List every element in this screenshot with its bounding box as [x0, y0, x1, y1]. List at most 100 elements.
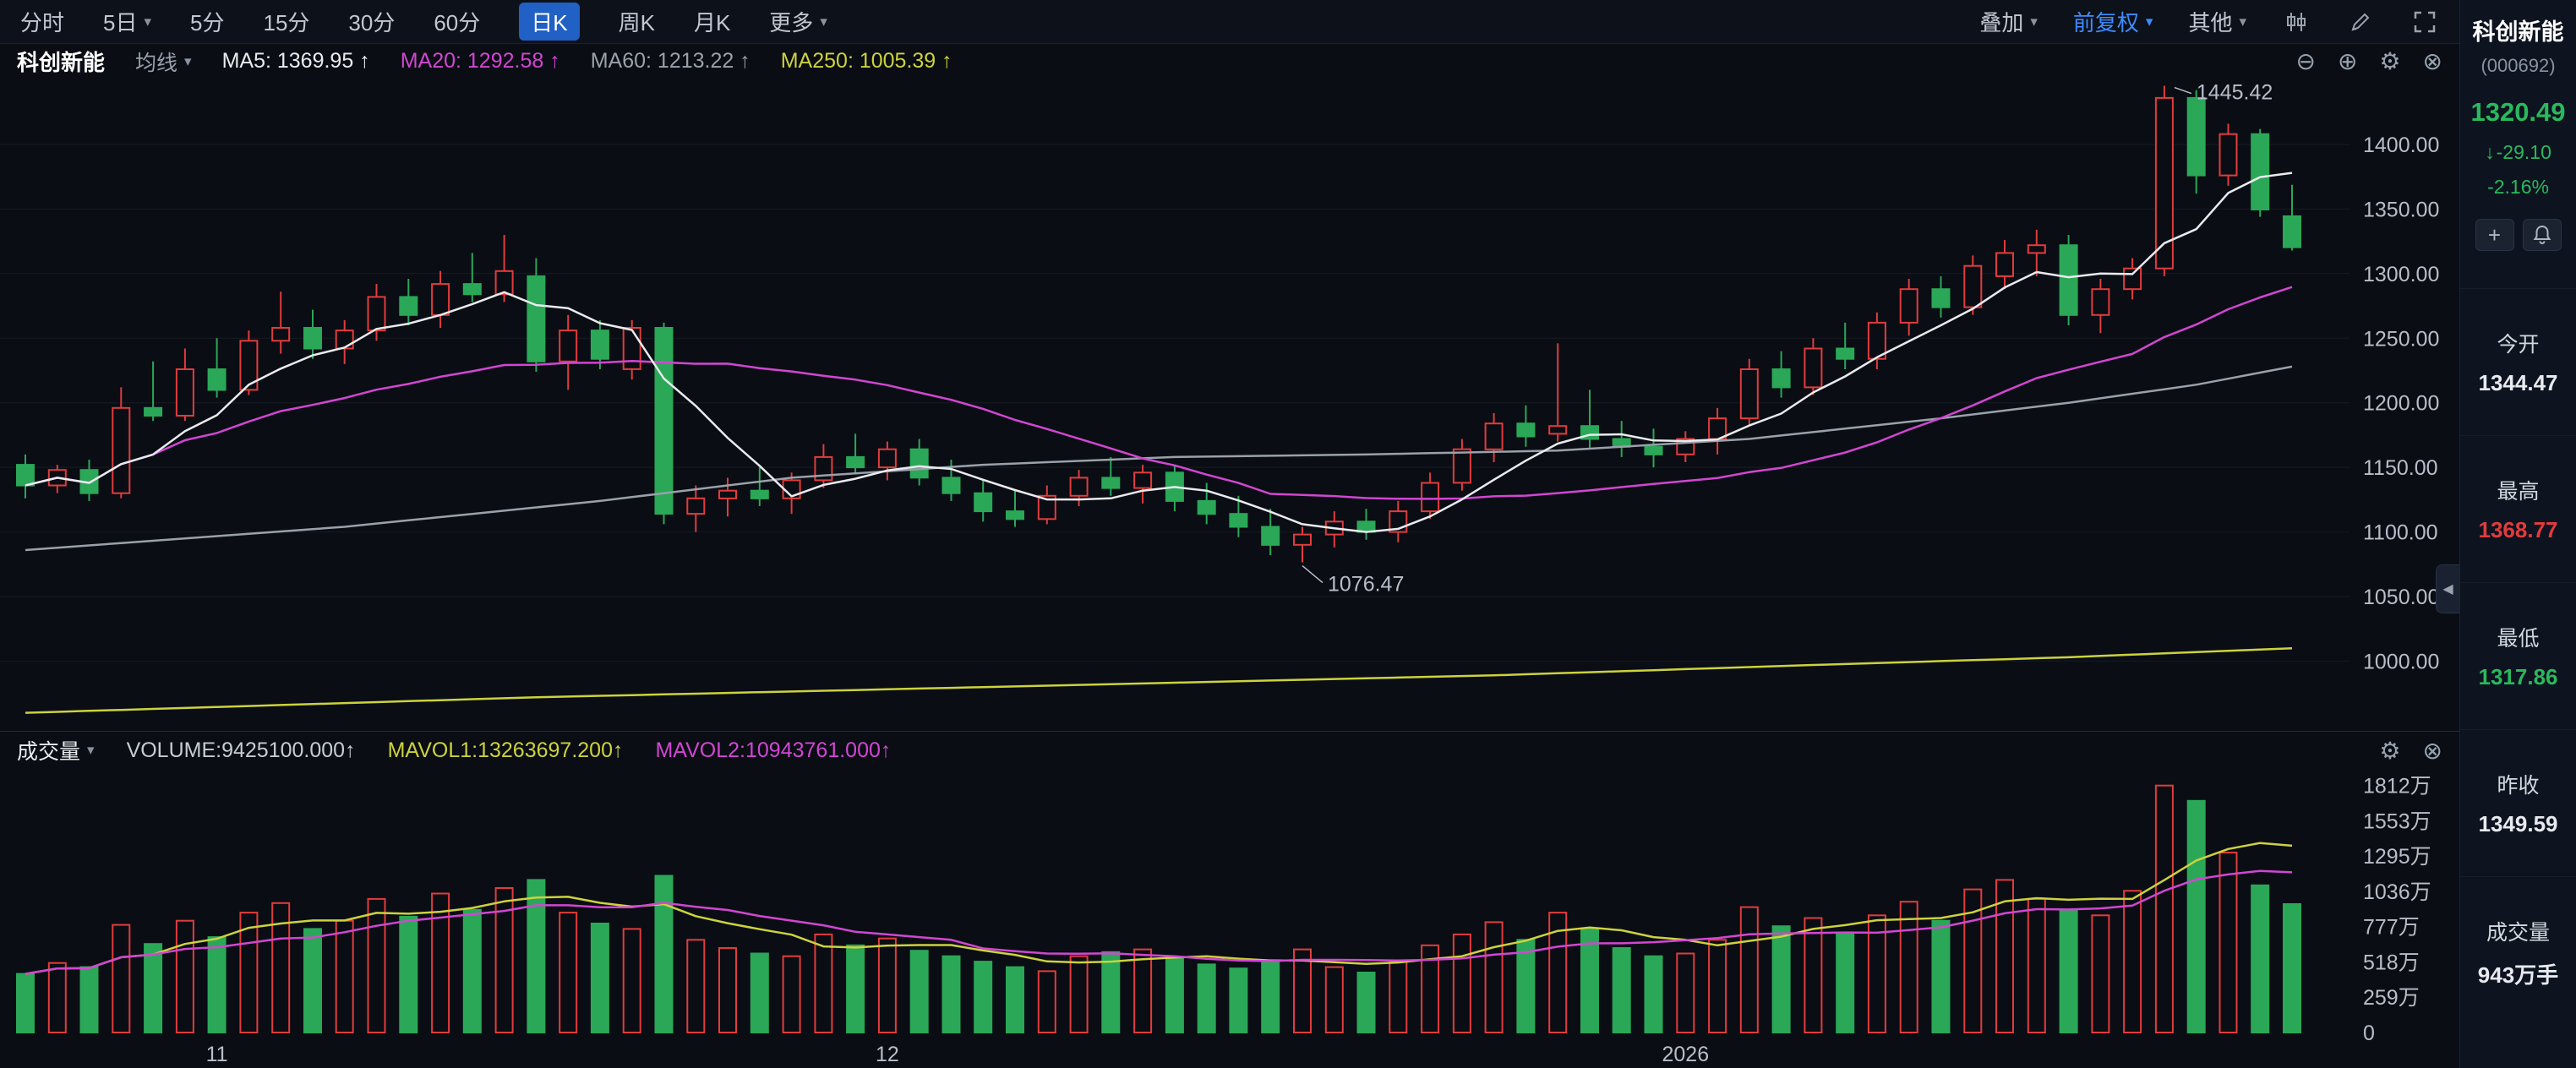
svg-text:1076.47: 1076.47	[1328, 573, 1404, 597]
kline-style-icon[interactable]	[2282, 8, 2311, 36]
svg-text:1812万: 1812万	[2363, 775, 2431, 798]
mavol2-value: MAVOL2:10943761.000↑	[655, 738, 892, 762]
period-30min[interactable]: 30分	[348, 10, 396, 35]
overlay-menu[interactable]: 叠加 ▾	[1979, 10, 2038, 35]
fullscreen-icon[interactable]	[2410, 8, 2439, 36]
stat-open: 今开 1344.47	[2460, 288, 2576, 435]
main-chart-header: 科创新能 均线 ▾ MA5: 1369.95 ↑ MA20: 1292.58 ↑ …	[0, 44, 2459, 79]
price-change: ↓ -29.10	[2485, 141, 2551, 163]
close-pane-icon[interactable]: ⊗	[2422, 737, 2442, 764]
svg-text:1445.42: 1445.42	[2197, 81, 2273, 105]
stat-value: 1344.47	[2478, 370, 2558, 395]
period-daily-k[interactable]: 日K	[519, 3, 580, 41]
ma250-value: MA250: 1005.39 ↑	[780, 49, 952, 73]
stat-label: 今开	[2497, 333, 2540, 357]
ma60-line	[25, 365, 2293, 552]
period-15min[interactable]: 15分	[263, 10, 310, 35]
ma60-value: MA60: 1213.22 ↑	[590, 49, 750, 73]
period-5day[interactable]: 5日 ▾	[103, 10, 152, 35]
chevron-down-icon: ▾	[144, 13, 152, 30]
chart-stock-name: 科创新能	[17, 50, 106, 75]
quote-sidebar: 科创新能 (000692) 1320.49 ↓ -29.10 -2.16% + 今…	[2459, 0, 2576, 1068]
period-60min[interactable]: 60分	[434, 10, 481, 35]
svg-text:1000.00: 1000.00	[2363, 650, 2439, 673]
ma5-line	[25, 172, 2293, 533]
main-chart-header-icons: ⊖ ⊕ ⚙ ⊗	[2295, 47, 2442, 75]
price-annotations: 1445.42 1076.47	[1302, 81, 2273, 597]
volume-header-icons: ⚙ ⊗	[2379, 737, 2442, 765]
main-candlestick-chart[interactable]: 1000.00 1050.00 1100.00 1150.00 1200.00 1250.…	[0, 79, 2459, 731]
down-arrow-icon: ↓	[2485, 141, 2495, 163]
svg-text:259万: 259万	[2363, 986, 2420, 1010]
add-watchlist-button[interactable]: +	[2475, 219, 2514, 251]
svg-text:11: 11	[206, 1043, 228, 1066]
stat-label: 最低	[2497, 627, 2540, 651]
svg-text:1300.00: 1300.00	[2363, 263, 2439, 286]
settings-gear-icon[interactable]: ⚙	[2379, 48, 2401, 74]
collapse-sidebar-button[interactable]: ◀	[2436, 564, 2459, 613]
ma5-value: MA5: 1369.95 ↑	[221, 49, 370, 73]
svg-text:1350.00: 1350.00	[2363, 198, 2439, 221]
svg-text:777万: 777万	[2363, 916, 2420, 940]
volume-bars-layer	[16, 784, 2301, 1034]
volume-header: 成交量 ▾ VOLUME:9425100.000↑ MAVOL1:13263697…	[0, 731, 2459, 769]
chevron-down-icon: ▾	[2145, 13, 2153, 30]
svg-text:1100.00: 1100.00	[2363, 521, 2438, 545]
volume-indicator-selector[interactable]: 成交量 ▾	[17, 740, 95, 764]
toolbar-right-group: 叠加 ▾ 前复权 ▾ 其他 ▾	[1979, 6, 2439, 37]
price-alert-button[interactable]	[2522, 219, 2562, 251]
svg-text:1150.00: 1150.00	[2363, 456, 2438, 480]
last-price: 1320.49	[2470, 97, 2566, 127]
x-axis-labels: 11 12 2026	[206, 1043, 1709, 1066]
close-pane-icon[interactable]: ⊗	[2422, 48, 2442, 74]
adjust-mode-menu[interactable]: 前复权 ▾	[2072, 10, 2153, 35]
stat-label: 最高	[2497, 480, 2540, 504]
mavol2-line	[25, 869, 2293, 975]
svg-text:1553万: 1553万	[2363, 810, 2431, 834]
ma20-line	[25, 286, 2293, 500]
svg-text:518万: 518万	[2363, 951, 2420, 975]
svg-text:1250.00: 1250.00	[2363, 327, 2439, 351]
svg-text:0: 0	[2363, 1022, 2375, 1045]
volume-bar-chart[interactable]: 0 259万 518万 777万 1036万 1295万 1553万 1812万 11 12 202…	[0, 769, 2459, 1068]
mavol1-value: MAVOL1:13263697.200↑	[387, 738, 624, 762]
collapse-pane-icon[interactable]: ⊖	[2295, 48, 2316, 74]
svg-text:1400.00: 1400.00	[2363, 134, 2439, 157]
expand-pane-icon[interactable]: ⊕	[2337, 48, 2358, 74]
svg-text:2026: 2026	[1662, 1043, 1709, 1066]
svg-text:1050.00: 1050.00	[2363, 586, 2439, 609]
candles-layer	[16, 85, 2301, 563]
sidebar-stock-name: 科创新能	[2472, 19, 2564, 45]
stat-volume: 成交量 943万手	[2460, 876, 2576, 1028]
ma-indicator-selector[interactable]: 均线 ▾	[135, 51, 192, 75]
bell-icon	[2533, 225, 2551, 244]
svg-text:1295万: 1295万	[2363, 845, 2431, 869]
stat-value: 943万手	[2477, 962, 2559, 988]
sidebar-stock-code: (000692)	[2480, 55, 2556, 76]
chart-toolbar: 分时 5日 ▾ 5分 15分 30分 60分 日K 周K 月K 更多 ▾ 叠加 ▾ 前…	[0, 0, 2459, 44]
period-monthly-k[interactable]: 月K	[693, 10, 731, 35]
sidebar-actions: +	[2475, 219, 2562, 251]
stat-low: 最低 1317.86	[2460, 582, 2576, 729]
quote-stats: 今开 1344.47 最高 1368.77 最低 1317.86 昨收 1349…	[2460, 288, 2576, 1028]
stat-label: 昨收	[2497, 774, 2540, 798]
price-gridlines	[0, 144, 2350, 662]
price-axis-labels: 1000.00 1050.00 1100.00 1150.00 1200.00 1250.…	[2363, 134, 2439, 673]
stat-value: 1368.77	[2478, 517, 2558, 542]
draw-tool-icon[interactable]	[2346, 8, 2375, 36]
stat-label: 成交量	[2486, 921, 2550, 945]
volume-axis-labels: 0 259万 518万 777万 1036万 1295万 1553万 1812万	[2363, 775, 2431, 1045]
period-5min[interactable]: 5分	[190, 10, 225, 35]
period-weekly-k[interactable]: 周K	[618, 10, 655, 35]
other-menu[interactable]: 其他 ▾	[2188, 10, 2246, 35]
chevron-down-icon: ▾	[2030, 13, 2038, 30]
chevron-down-icon: ▾	[87, 742, 95, 758]
more-periods-menu[interactable]: 更多 ▾	[769, 10, 827, 35]
stat-value: 1317.86	[2478, 664, 2558, 689]
settings-gear-icon[interactable]: ⚙	[2379, 737, 2401, 764]
chart-panel: 分时 5日 ▾ 5分 15分 30分 60分 日K 周K 月K 更多 ▾ 叠加 ▾ 前…	[0, 0, 2459, 1068]
period-time-sharing[interactable]: 分时	[20, 10, 65, 35]
stat-value: 1349.59	[2478, 811, 2558, 836]
ma250-line	[25, 646, 2293, 714]
